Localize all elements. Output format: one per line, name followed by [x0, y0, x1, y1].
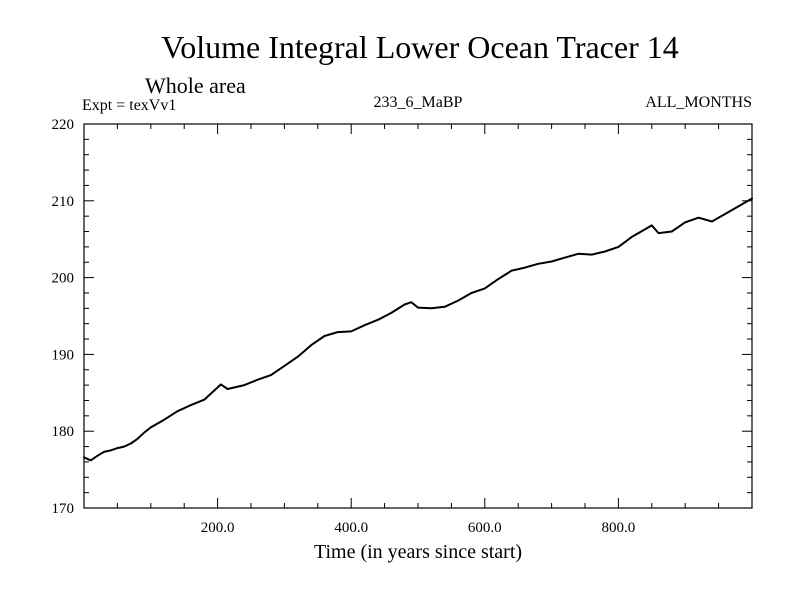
y-tick-label: 210	[52, 194, 75, 210]
series-line	[83, 197, 753, 462]
chart-subtitle: Whole area	[145, 73, 246, 98]
x-tick-label: 200.0	[201, 520, 235, 536]
y-tick-label: 170	[52, 501, 75, 517]
y-tick-label: 220	[52, 117, 75, 133]
run-label: 233_6_MaBP	[374, 94, 463, 111]
y-tick-label: 190	[52, 347, 75, 363]
plot-area	[83, 123, 753, 509]
x-tick-label: 600.0	[468, 520, 502, 536]
period-label: ALL_MONTHS	[645, 94, 752, 111]
y-tick-label: 180	[52, 424, 75, 440]
experiment-label: Expt = texVv1	[82, 97, 176, 114]
x-axis-label: Time (in years since start)	[314, 541, 522, 563]
x-tick-label: 400.0	[334, 520, 368, 536]
x-tick-label: 800.0	[602, 520, 636, 536]
y-tick-label: 200	[52, 271, 75, 287]
chart-title: Volume Integral Lower Ocean Tracer 14	[161, 29, 678, 65]
